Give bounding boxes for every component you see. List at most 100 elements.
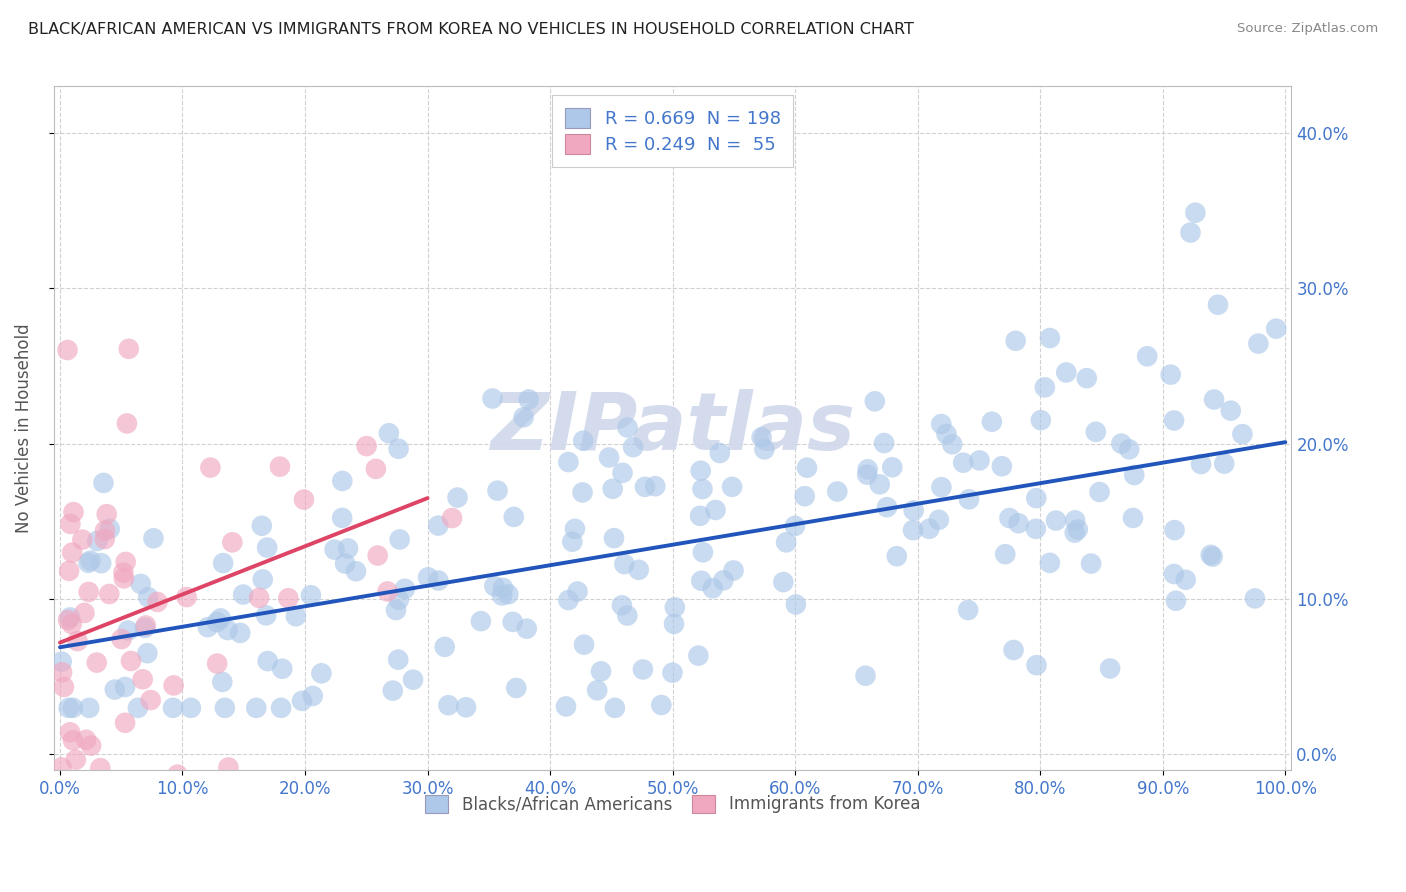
Point [690, 574, 713, 588]
Point [856, 467, 879, 482]
Point [77, 701, 100, 715]
Point [991, 459, 1014, 474]
Legend: Blacks/African Americans, Immigrants from Korea: Blacks/African Americans, Immigrants fro… [415, 785, 931, 823]
Point [512, 410, 534, 425]
Point [481, 392, 503, 406]
Point [1163, 566, 1185, 581]
Point [1039, 556, 1062, 570]
Point [356, 439, 378, 453]
Point [886, 549, 908, 564]
Point [869, 477, 891, 491]
Point [1199, 548, 1222, 562]
Point [723, 563, 745, 577]
Point [1033, 380, 1056, 394]
Point [1201, 549, 1223, 564]
Point [876, 500, 898, 515]
Point [928, 513, 950, 527]
Point [454, 700, 477, 714]
Point [162, 701, 184, 715]
Point [1118, 442, 1140, 457]
Point [661, 665, 683, 680]
Point [94, 524, 117, 538]
Point [180, 701, 202, 715]
Point [688, 648, 710, 663]
Point [77, 585, 100, 599]
Point [146, 595, 169, 609]
Point [689, 464, 711, 478]
Point [427, 574, 450, 588]
Point [59, 610, 82, 624]
Point [598, 450, 620, 465]
Point [114, 555, 136, 569]
Point [80, 739, 103, 753]
Point [256, 654, 278, 668]
Point [271, 662, 294, 676]
Point [284, 609, 307, 624]
Point [1111, 436, 1133, 450]
Point [59, 725, 82, 739]
Point [232, 588, 254, 602]
Point [589, 665, 612, 679]
Point [59, 516, 82, 531]
Point [387, 653, 409, 667]
Point [1099, 661, 1122, 675]
Point [212, 556, 235, 570]
Point [333, 557, 356, 571]
Point [751, 430, 773, 444]
Point [60, 545, 83, 559]
Point [200, 460, 222, 475]
Point [662, 616, 685, 631]
Point [250, 518, 273, 533]
Point [1007, 516, 1029, 531]
Point [221, 535, 243, 549]
Point [1029, 413, 1052, 427]
Point [120, 654, 142, 668]
Point [73, 606, 96, 620]
Point [90, 556, 112, 570]
Point [93, 475, 115, 490]
Point [330, 511, 353, 525]
Point [1076, 371, 1098, 385]
Point [1123, 468, 1146, 483]
Point [114, 680, 136, 694]
Point [1039, 331, 1062, 345]
Point [1080, 557, 1102, 571]
Point [502, 615, 524, 629]
Point [572, 434, 595, 448]
Point [1122, 511, 1144, 525]
Point [613, 557, 636, 571]
Text: Source: ZipAtlas.com: Source: ZipAtlas.com [1237, 22, 1378, 36]
Point [602, 482, 624, 496]
Point [564, 522, 586, 536]
Point [1163, 523, 1185, 537]
Point [62, 505, 84, 519]
Point [433, 640, 456, 654]
Point [441, 511, 464, 525]
Point [291, 694, 314, 708]
Point [247, 591, 270, 605]
Point [86, 533, 108, 548]
Point [217, 760, 239, 774]
Point [492, 581, 515, 595]
Point [1054, 366, 1077, 380]
Point [142, 531, 165, 545]
Point [772, 575, 794, 590]
Point [702, 581, 724, 595]
Point [980, 415, 1002, 429]
Point [129, 577, 152, 591]
Point [330, 474, 353, 488]
Point [52, 680, 75, 694]
Point [135, 618, 157, 632]
Point [517, 392, 540, 407]
Point [1067, 523, 1090, 537]
Point [1025, 522, 1047, 536]
Point [51, 665, 73, 680]
Point [775, 535, 797, 549]
Point [437, 698, 460, 713]
Point [505, 681, 527, 695]
Point [918, 522, 941, 536]
Point [631, 662, 654, 676]
Point [603, 531, 626, 545]
Point [114, 715, 136, 730]
Point [367, 549, 389, 563]
